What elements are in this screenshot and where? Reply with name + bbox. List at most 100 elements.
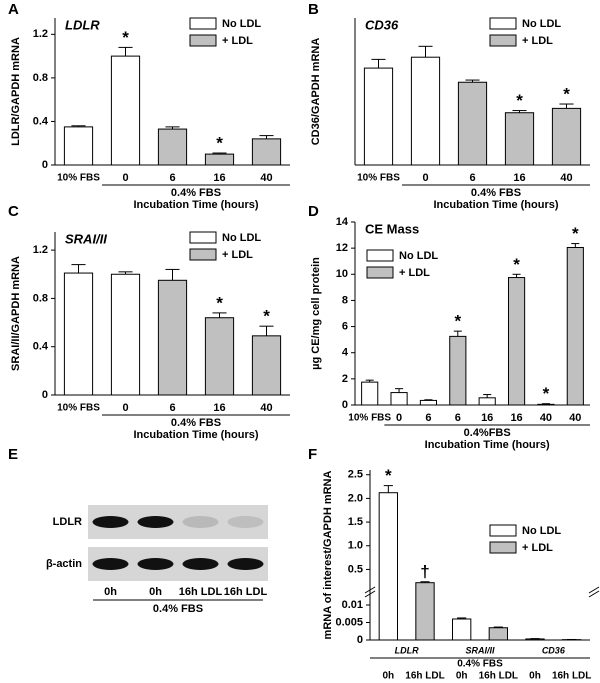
legend-swatch — [489, 17, 517, 30]
y-tick-label: 0.4 — [33, 115, 49, 127]
group-label: 0.4% FBS — [153, 603, 203, 615]
bar — [504, 112, 535, 166]
x-tick-label: 16h LDL — [552, 671, 591, 682]
x-tick-label: 40 — [260, 402, 272, 414]
blot-band — [137, 516, 174, 528]
y-tick-label: 0.8 — [33, 292, 48, 304]
y-axis-label: mRNA of interest/GAPDH mRNA — [322, 471, 334, 640]
chart-title: CE Mass — [365, 221, 419, 236]
group-label: 0.4% FBS — [171, 187, 221, 199]
blot-row-label: β-actin — [46, 558, 82, 570]
bar — [457, 81, 488, 166]
blot-band — [92, 516, 129, 528]
y-tick-label: 0 — [357, 634, 363, 646]
bar — [415, 582, 435, 641]
significance-marker: † — [420, 562, 429, 581]
y-tick-label: 1.2 — [33, 28, 48, 40]
x-tick-label: 6 — [169, 172, 175, 184]
y-tick-label: 2 — [342, 373, 348, 385]
y-tick-label: 0.005 — [335, 616, 363, 628]
significance-marker: * — [516, 91, 523, 110]
y-tick-label: 8 — [342, 294, 348, 306]
legend-label: + LDL — [222, 35, 253, 47]
x-tick-label: 16 — [213, 172, 225, 184]
y-tick-label: 12 — [336, 242, 348, 254]
bar — [525, 638, 545, 641]
significance-marker: * — [563, 85, 570, 104]
y-tick-label: 0.8 — [33, 72, 48, 84]
lane-label: 16h LDL — [179, 586, 223, 598]
legend-swatch — [366, 249, 394, 262]
y-tick-label: 0.5 — [348, 563, 363, 575]
x-tick-label: 0 — [422, 172, 428, 184]
bar — [390, 392, 408, 406]
bar — [537, 403, 555, 406]
x-tick-label: 40 — [260, 172, 272, 184]
group-label: 0.4% FBS — [471, 187, 521, 199]
legend-label: + LDL — [222, 249, 253, 261]
x-tick-label: 0 — [122, 402, 128, 414]
bar — [551, 107, 582, 166]
x-tick-label: 16 — [213, 402, 225, 414]
bar — [110, 273, 141, 396]
group-label: 0.4% FBS — [171, 417, 221, 429]
x-tick-label: 6 — [469, 172, 475, 184]
x-axis-label: Incubation Time (hours) — [425, 439, 550, 451]
legend-label: + LDL — [522, 542, 553, 554]
lane-label: 0h — [149, 586, 162, 598]
group-label: LDLR — [395, 645, 419, 655]
y-axis-label: µg CE/mg cell protein — [310, 257, 322, 370]
x-tick-label: 0 — [122, 172, 128, 184]
y-tick-label: 2.5 — [348, 469, 363, 481]
bar — [507, 277, 526, 406]
significance-marker: * — [455, 312, 462, 331]
x-tick-label: 16 — [513, 172, 525, 184]
bar — [452, 618, 472, 641]
x-tick-label: 0h — [456, 671, 468, 682]
x-tick-label: 10% FBS — [348, 413, 391, 424]
bar — [378, 492, 398, 641]
blot-band — [92, 558, 129, 570]
legend-swatch — [489, 541, 517, 554]
x-tick-label: 0h — [382, 671, 394, 682]
bar — [478, 397, 496, 406]
legend-swatch — [189, 17, 217, 30]
panel-label: C — [8, 203, 19, 220]
blot-band — [182, 516, 219, 528]
y-tick-label: 1.0 — [348, 540, 363, 552]
significance-marker: * — [122, 28, 129, 47]
y-tick-label: 4 — [342, 347, 349, 359]
bar — [410, 56, 441, 166]
legend-swatch — [189, 231, 217, 244]
lane-label: 16h LDL — [224, 586, 268, 598]
bar — [251, 138, 282, 166]
panel-label: A — [8, 1, 19, 18]
chart-title: LDLR — [65, 17, 100, 32]
axis-break-mark — [588, 586, 600, 594]
chart-title: CD36 — [365, 17, 399, 32]
x-tick-label: 10% FBS — [57, 173, 100, 184]
bar — [63, 126, 94, 166]
significance-marker: * — [513, 255, 520, 274]
x-tick-label: 10% FBS — [57, 403, 100, 414]
bar — [449, 335, 467, 406]
x-tick-label: 6 — [169, 402, 175, 414]
y-tick-label: 14 — [336, 216, 349, 228]
bar — [157, 128, 188, 166]
x-tick-label: 6 — [455, 412, 461, 424]
x-tick-label: 16h LDL — [479, 671, 518, 682]
blot-band — [182, 558, 219, 570]
significance-marker: * — [385, 466, 392, 485]
bar — [488, 627, 508, 641]
bar — [157, 279, 188, 396]
group-label: SRAI/II — [465, 645, 495, 655]
x-tick-label: 16h LDL — [405, 671, 444, 682]
bar — [361, 381, 379, 406]
panel-label: D — [308, 203, 319, 220]
group-label: 0.4%FBS — [464, 427, 511, 439]
y-tick-label: 6 — [342, 320, 348, 332]
bar — [204, 153, 235, 166]
legend-label: No LDL — [522, 525, 561, 537]
x-tick-label: 6 — [425, 412, 431, 424]
bar — [251, 335, 282, 396]
